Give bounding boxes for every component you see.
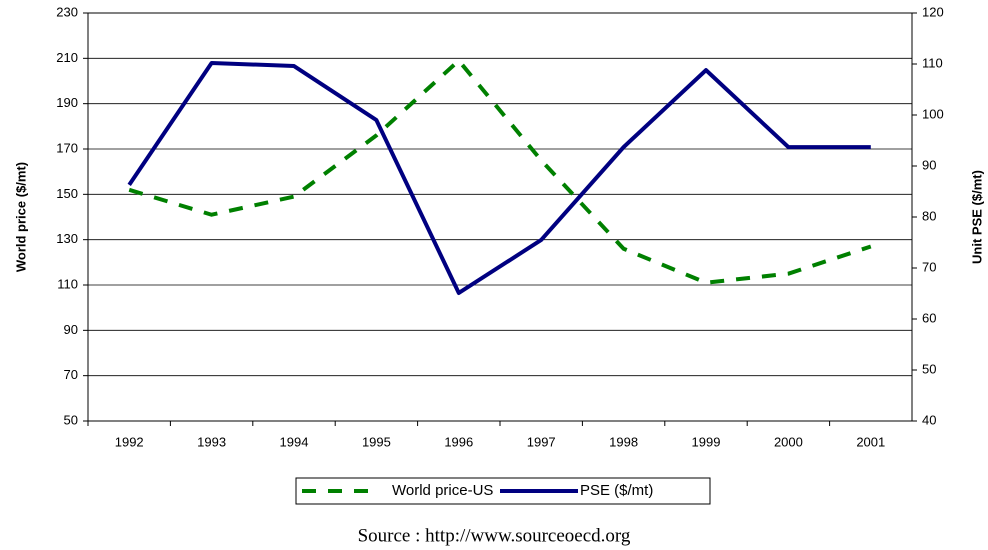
y2-tick-label: 60 <box>922 310 936 325</box>
y2-tick-label: 80 <box>922 208 936 223</box>
y2-tick-label: 90 <box>922 157 936 172</box>
series-line <box>127 60 871 295</box>
x-tick-label: 1996 <box>444 434 473 449</box>
y-tick-label: 70 <box>64 367 78 382</box>
y-tick-label: 150 <box>56 186 78 201</box>
x-tick-label: 1999 <box>692 434 721 449</box>
x-tick-label: 1993 <box>197 434 226 449</box>
y-tick-label: 230 <box>56 4 78 19</box>
x-tick-label: 1992 <box>115 434 144 449</box>
y-tick-label: 130 <box>56 231 78 246</box>
y-tick-label: 190 <box>56 95 78 110</box>
y-axis-title: World price ($/mt) <box>13 162 28 272</box>
y2-tick-label: 100 <box>922 106 944 121</box>
x-tick-label: 1995 <box>362 434 391 449</box>
x-tick-label: 2000 <box>774 434 803 449</box>
y2-tick-label: 110 <box>922 55 943 70</box>
legend-box <box>295 477 711 505</box>
y2-tick-label: 50 <box>922 361 936 376</box>
y2-tick-label: 40 <box>922 412 936 427</box>
source-note: Source : http://www.sourceoecd.org <box>358 525 631 546</box>
x-tick-label: 2001 <box>856 434 885 449</box>
y2-tick-label: 120 <box>922 4 944 19</box>
plot-frame <box>87 12 913 422</box>
x-tick-label: 1994 <box>280 434 309 449</box>
x-tick-label: 1998 <box>609 434 638 449</box>
legend-label: PSE ($/mt) <box>580 482 653 499</box>
y-tick-label: 90 <box>64 322 78 337</box>
x-tick-label: 1997 <box>527 434 556 449</box>
series-line <box>128 58 872 285</box>
y-tick-label: 210 <box>56 50 78 65</box>
y-tick-label: 170 <box>56 140 78 155</box>
y2-tick-label: 70 <box>922 259 936 274</box>
y-tick-label: 110 <box>57 276 78 291</box>
legend-label: World price-US <box>392 482 493 499</box>
y-tick-label: 50 <box>64 412 78 427</box>
y2-axis-title: Unit PSE ($/mt) <box>969 170 984 264</box>
